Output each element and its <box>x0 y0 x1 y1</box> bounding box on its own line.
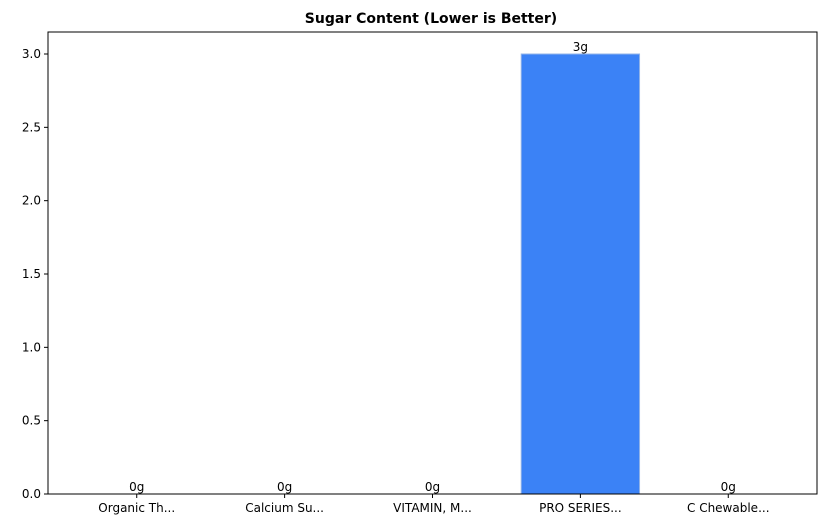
y-tick-label: 2.0 <box>22 194 41 208</box>
y-tick-label: 3.0 <box>22 47 41 61</box>
data-labels-layer: 0g 0g 0g 3g 0g <box>129 40 736 494</box>
x-tick-label: PRO SERIES... <box>539 501 622 515</box>
x-tick-label: Organic Th... <box>98 501 175 515</box>
y-tick-label: 0.5 <box>22 414 41 428</box>
x-axis: Organic Th... Calcium Su... VITAMIN, M... P… <box>98 494 770 515</box>
data-label-2: 0g <box>425 480 440 494</box>
data-label-1: 0g <box>277 480 292 494</box>
x-tick-label: C Chewable... <box>687 501 770 515</box>
data-label-4: 0g <box>721 480 736 494</box>
bars-layer <box>520 53 641 495</box>
data-label-0: 0g <box>129 480 144 494</box>
chart-title: Sugar Content (Lower is Better) <box>305 11 557 27</box>
y-tick-label: 1.0 <box>22 340 41 354</box>
data-label-3: 3g <box>573 40 588 54</box>
y-tick-label: 0.0 <box>22 487 41 501</box>
y-tick-label: 1.5 <box>22 267 41 281</box>
y-tick-label: 2.5 <box>22 120 41 134</box>
x-tick-label: Calcium Su... <box>245 501 324 515</box>
y-axis: 0.0 0.5 1.0 1.5 2.0 2.5 3.0 <box>22 47 48 501</box>
x-tick-label: VITAMIN, M... <box>393 501 472 515</box>
bar-3 <box>520 53 641 495</box>
plot-frame <box>47 31 818 495</box>
